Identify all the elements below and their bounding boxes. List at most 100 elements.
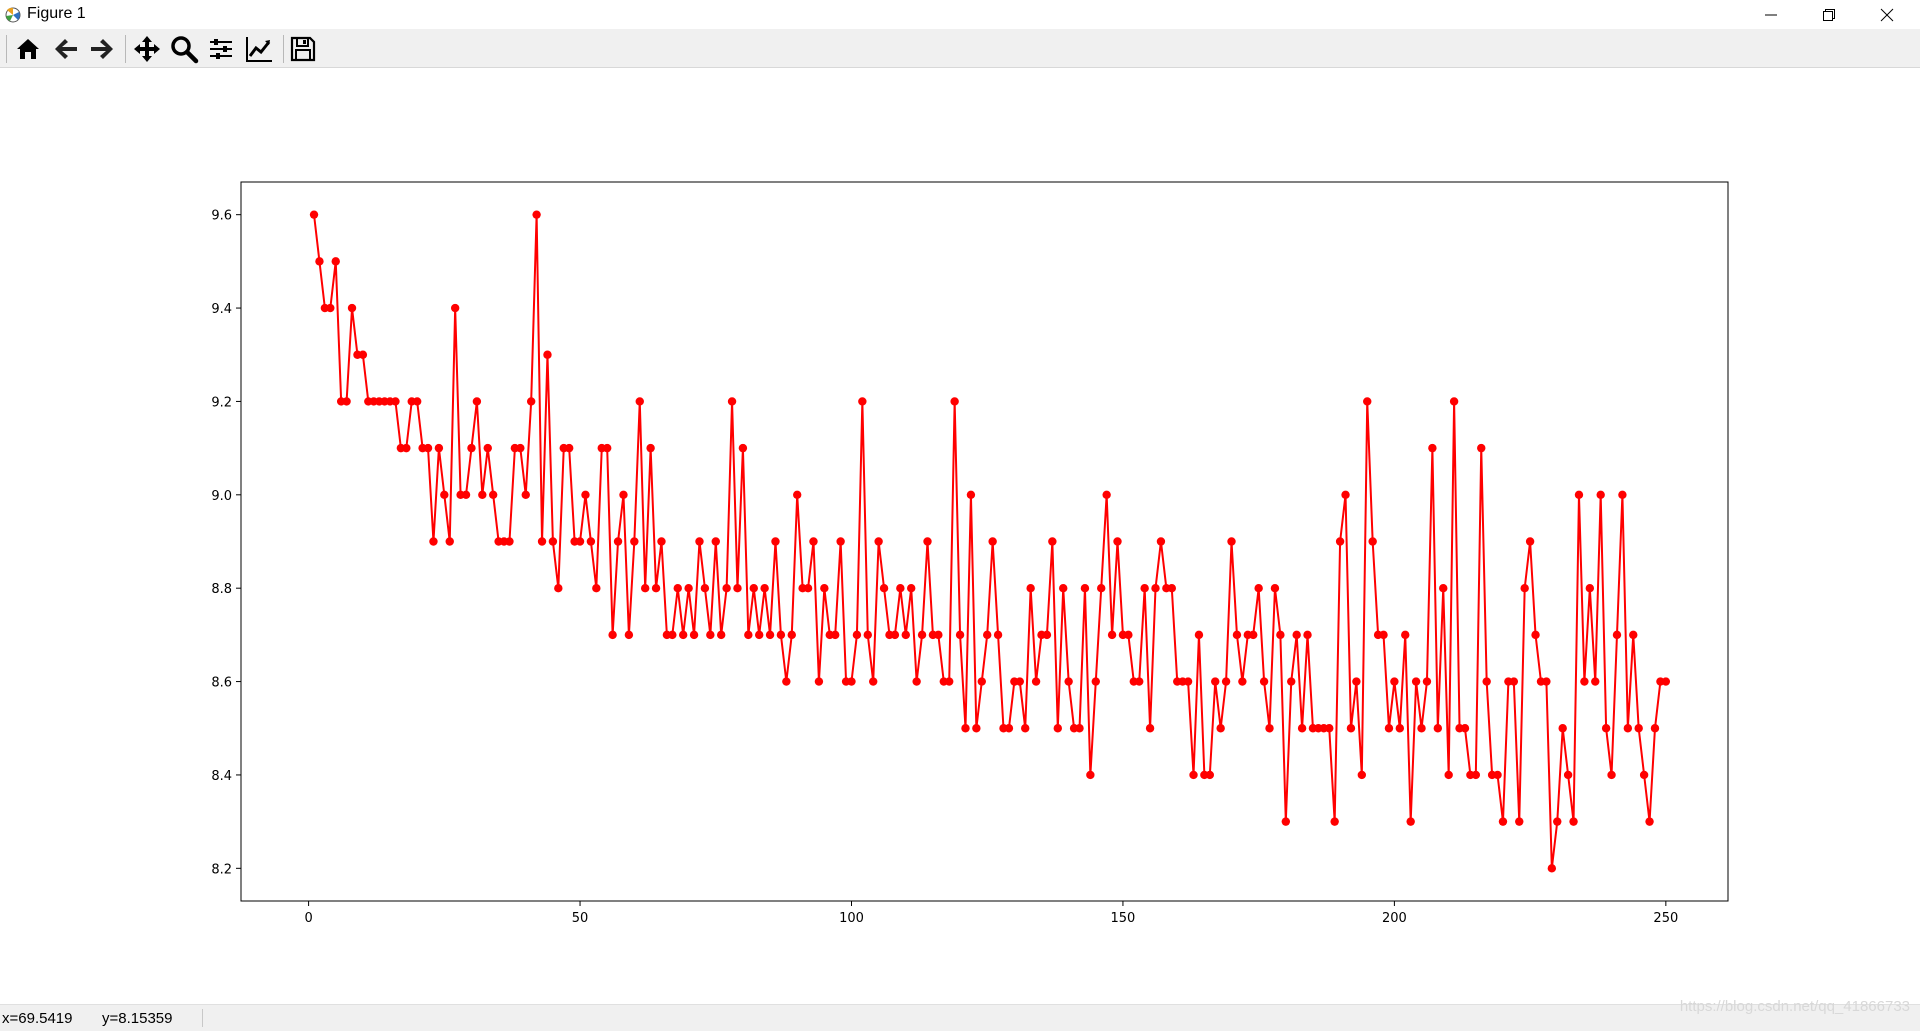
data-point [955, 630, 965, 640]
data-point [467, 443, 476, 453]
data-point [1509, 677, 1519, 686]
data-point [1075, 724, 1084, 733]
data-point [945, 677, 954, 686]
data-point [1433, 724, 1443, 733]
data-point [852, 630, 862, 640]
data-point [1156, 537, 1166, 546]
data-point [874, 537, 883, 546]
data-point [1297, 724, 1307, 733]
magnifier-icon [171, 36, 199, 64]
data-point [1460, 724, 1470, 733]
data-point [1048, 537, 1057, 546]
data-point [1292, 630, 1301, 640]
edit-axes-button[interactable] [243, 34, 275, 64]
toolbar-separator [125, 35, 126, 63]
data-point [1515, 817, 1524, 826]
data-point [1379, 630, 1388, 640]
data-point [793, 490, 802, 500]
data-point [1249, 630, 1258, 640]
data-point [765, 630, 775, 640]
data-point [1194, 630, 1204, 640]
data-point [347, 303, 357, 313]
save-button[interactable] [287, 34, 319, 64]
data-point [1645, 817, 1654, 826]
data-point [1444, 770, 1453, 780]
data-point [760, 583, 769, 593]
navigation-toolbar [0, 29, 1920, 68]
data-point [1325, 724, 1334, 733]
data-point [1558, 724, 1567, 733]
data-point [820, 583, 829, 593]
data-point [1390, 677, 1399, 686]
subplots-button[interactable] [205, 34, 237, 64]
x-tick-label: 0 [304, 911, 312, 926]
data-point [1145, 724, 1155, 733]
x-tick-label: 100 [839, 911, 864, 926]
data-point [879, 583, 889, 593]
data-point [1650, 724, 1660, 733]
data-point [950, 397, 959, 406]
data-point [488, 490, 498, 500]
data-point [619, 490, 628, 500]
data-point [678, 630, 688, 640]
data-point [461, 490, 471, 500]
x-tick-label: 50 [572, 911, 589, 926]
data-point [1287, 677, 1296, 686]
data-point [727, 397, 737, 406]
minimize-button[interactable] [1742, 0, 1800, 29]
data-point [1634, 724, 1643, 733]
data-point [782, 677, 791, 686]
figure-canvas[interactable]: 0 50 100 150 200 250 8.2 8.4 8.6 8.8 9.0 9.2 9.4 9.6 [0, 68, 1920, 1004]
toolbar-separator [6, 35, 7, 63]
data-point [613, 537, 623, 546]
close-button[interactable] [1858, 0, 1916, 29]
data-point [1661, 677, 1671, 686]
data-point [1097, 583, 1106, 593]
data-point [1276, 630, 1285, 640]
data-point [695, 537, 704, 546]
data-point [1015, 677, 1024, 686]
data-point [1547, 864, 1557, 873]
pan-button[interactable] [131, 34, 163, 64]
data-point [1580, 677, 1589, 686]
data-point [684, 583, 693, 593]
data-point [993, 630, 1003, 640]
data-point [1618, 490, 1627, 500]
data-point [543, 350, 552, 359]
data-point [776, 630, 786, 640]
data-point [738, 443, 748, 453]
data-point [972, 724, 981, 733]
move-icon [134, 36, 160, 62]
data-point [1189, 770, 1198, 780]
home-button[interactable] [12, 34, 44, 64]
data-point [1596, 490, 1605, 500]
data-point [1102, 490, 1111, 500]
x-tick-label: 250 [1653, 911, 1678, 926]
data-point [934, 630, 943, 640]
data-point [1395, 724, 1405, 733]
data-point [901, 630, 910, 640]
data-point [814, 677, 824, 686]
data-point [358, 350, 368, 359]
y-tick-label: 9.2 [211, 395, 232, 410]
data-point [1449, 397, 1459, 406]
data-point [917, 630, 927, 640]
data-point [1612, 630, 1622, 640]
data-point [711, 537, 720, 546]
zoom-button[interactable] [168, 34, 200, 64]
data-point [988, 537, 997, 546]
restore-button[interactable] [1800, 0, 1858, 29]
data-point [1542, 677, 1551, 686]
data-point [869, 677, 878, 686]
data-point [1591, 677, 1600, 686]
back-button[interactable] [50, 34, 82, 64]
data-point [1563, 770, 1573, 780]
data-point [1281, 817, 1291, 826]
forward-button[interactable] [86, 34, 118, 64]
data-point [434, 443, 444, 453]
data-point [1417, 724, 1426, 733]
data-point [326, 303, 335, 313]
axes-frame [240, 181, 1729, 902]
data-point [755, 630, 764, 640]
data-point [706, 630, 715, 640]
